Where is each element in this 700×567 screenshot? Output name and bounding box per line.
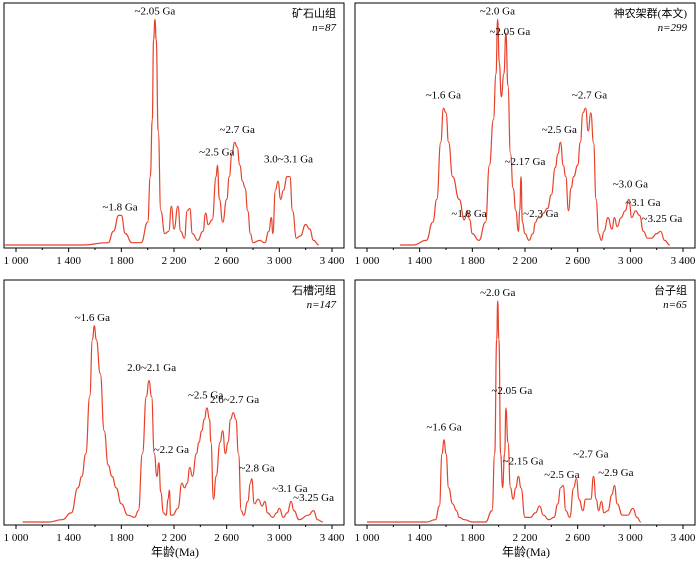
peak-label: ~1.8 Ga (451, 208, 486, 220)
sample-count: n=147 (307, 299, 337, 311)
peak-label: ~1.8 Ga (102, 201, 137, 213)
x-tick-label: 2 200 (162, 255, 187, 267)
sample-count: n=87 (312, 22, 336, 34)
probability-density-curve (399, 18, 670, 246)
peak-label: ~1.6 Ga (426, 90, 461, 102)
peak-label: ~3.25 Ga (642, 213, 683, 225)
x-tick-label: 1 000 (4, 255, 29, 267)
peak-label: ~3.1 Ga (625, 197, 660, 209)
chart-panel-4: 1 000 1 400 1 800 2 200 2 600 3 000 3 400 台子组 n=… (354, 279, 696, 544)
x-tick-label: 3 000 (267, 532, 292, 544)
x-tick-label: 1 000 (4, 532, 29, 544)
peak-label: ~2.7 Ga (220, 124, 255, 136)
formation-name: 神农架群(本文) (614, 6, 688, 20)
x-tick-label: 1 800 (460, 255, 485, 267)
chart-panel-1: 1 000 1 400 1 800 2 200 2 600 3 000 3 400 矿石山组 n… (3, 2, 345, 267)
x-tick-label: 1 400 (56, 532, 81, 544)
peak-label: ~3.0 Ga (613, 179, 648, 191)
peak-label: 2.0~2.1 Ga (127, 362, 176, 374)
x-tick-label: 3 400 (671, 255, 696, 267)
chart-panel-3: 1 000 1 400 1 800 2 200 2 600 3 000 3 400 石槽河组 n… (3, 279, 345, 544)
x-tick-label: 2 200 (513, 532, 538, 544)
x-tick-label: 3 400 (671, 532, 696, 544)
x-tick-label: 1 400 (56, 255, 81, 267)
peak-label: ~2.0 Ga (480, 5, 515, 17)
x-tick-label: 2 600 (214, 255, 239, 267)
peak-label: ~2.05 Ga (489, 26, 530, 38)
x-tick-label: 3 000 (618, 532, 643, 544)
plot-frame (354, 279, 696, 526)
peak-label: 2.6~2.7 Ga (210, 394, 259, 406)
x-tick-label: 2 200 (513, 255, 538, 267)
x-axis-label: 年龄(Ma) (502, 545, 550, 559)
peak-label: ~2.2 Ga (154, 444, 189, 456)
peak-label: ~2.8 Ga (239, 462, 274, 474)
peak-label: ~2.3 Ga (523, 208, 558, 220)
peak-label: ~2.17 Ga (505, 156, 546, 168)
peak-label: ~1.6 Ga (75, 312, 110, 324)
peak-label: ~2.9 Ga (598, 467, 633, 479)
x-tick-label: 1 800 (109, 532, 134, 544)
peak-label: ~1.6 Ga (426, 421, 461, 433)
probability-density-curve (5, 18, 319, 246)
peak-label: 3.0~3.1 Ga (264, 153, 313, 165)
x-axis-label: 年龄(Ma) (151, 545, 199, 559)
peak-label: ~2.7 Ga (572, 90, 607, 102)
x-tick-label: 2 600 (214, 532, 239, 544)
x-tick-label: 2 600 (565, 255, 590, 267)
x-tick-label: 1 800 (109, 255, 134, 267)
formation-name: 石槽河组 (292, 283, 336, 297)
x-tick-label: 3 000 (618, 255, 643, 267)
formation-name: 台子组 (654, 283, 687, 297)
x-tick-label: 3 400 (320, 255, 345, 267)
peak-label: ~2.15 Ga (503, 456, 544, 468)
chart-panel-2: 1 000 1 400 1 800 2 200 2 600 3 000 3 400 神农架群(… (354, 2, 696, 267)
peak-label: ~2.0 Ga (480, 287, 515, 299)
sample-count: n=65 (663, 299, 687, 311)
peak-label: ~3.25 Ga (293, 492, 334, 504)
probability-density-curve (22, 325, 323, 523)
probability-density-curve (367, 300, 642, 523)
peak-label: ~2.5 Ga (544, 469, 579, 481)
peak-label: ~2.5 Ga (199, 147, 234, 159)
peak-label: ~2.05 Ga (135, 5, 176, 17)
x-tick-label: 3 400 (320, 532, 345, 544)
peak-label: ~2.05 Ga (491, 385, 532, 397)
formation-name: 矿石山组 (292, 6, 336, 20)
peak-label: ~2.5 Ga (188, 389, 223, 401)
peak-label: ~2.7 Ga (573, 449, 608, 461)
peak-label: ~2.5 Ga (542, 124, 577, 136)
x-tick-label: 1 400 (407, 255, 432, 267)
x-tick-label: 1 400 (407, 532, 432, 544)
x-tick-label: 1 000 (355, 532, 380, 544)
x-tick-label: 2 200 (162, 532, 187, 544)
sample-count: n=299 (658, 22, 688, 34)
x-tick-label: 3 000 (267, 255, 292, 267)
x-tick-label: 1 800 (460, 532, 485, 544)
x-tick-label: 1 000 (355, 255, 380, 267)
x-tick-label: 2 600 (565, 532, 590, 544)
peak-label: ~3.1 Ga (272, 483, 307, 495)
